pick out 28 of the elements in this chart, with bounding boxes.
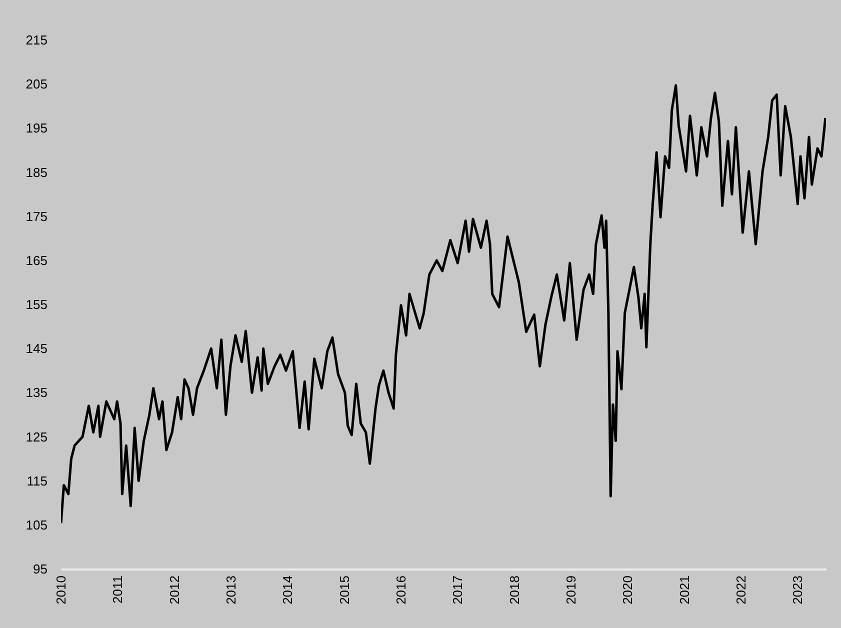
- x-tick-label: 2019: [564, 576, 578, 604]
- x-tick-label: 2013: [224, 576, 238, 604]
- y-tick-label: 145: [26, 341, 48, 356]
- y-tick-label: 125: [26, 429, 48, 444]
- y-tick-label: 115: [26, 473, 48, 488]
- y-tick-label: 185: [26, 164, 48, 180]
- y-tick-label: 155: [26, 297, 48, 312]
- y-tick-label: 175: [26, 208, 48, 224]
- x-tick-label: 2020: [620, 576, 636, 604]
- y-tick-label: 215: [26, 32, 48, 48]
- line-series: [61, 84, 826, 524]
- x-tick-label: 2017: [450, 576, 466, 604]
- y-tick-label: 105: [26, 517, 48, 532]
- x-tick-label: 2012: [166, 576, 182, 604]
- x-tick-label: 2011: [110, 576, 126, 604]
- x-tick-label: 2023: [790, 576, 806, 604]
- x-tick-label: 2010: [54, 576, 68, 604]
- x-tick-label: 2016: [394, 576, 408, 604]
- x-tick-label: 2018: [506, 576, 522, 604]
- y-tick-label: 205: [26, 76, 48, 92]
- x-tick-label: 2014: [280, 576, 296, 604]
- x-tick-label: 2015: [336, 576, 352, 604]
- x-tick-label: 2022: [734, 576, 748, 604]
- y-tick-label: 165: [26, 252, 48, 268]
- y-tick-label: 195: [26, 120, 48, 136]
- x-tick-label: 2021: [676, 576, 692, 604]
- y-tick-label: 135: [26, 385, 48, 400]
- y-tick-label: 95: [33, 562, 48, 576]
